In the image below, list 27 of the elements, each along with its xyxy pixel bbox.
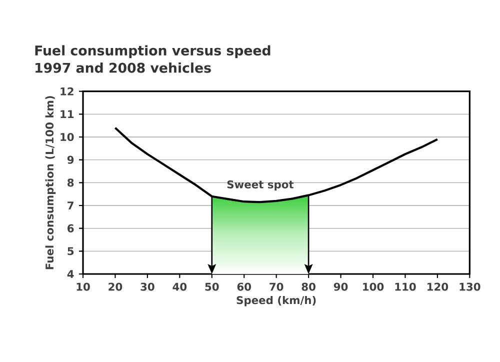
x-tick-label: 10	[76, 282, 90, 291]
y-tick-label: 5	[68, 247, 74, 256]
y-tick-label: 11	[60, 110, 74, 118]
chart-title: Fuel consumption versus speed	[35, 45, 270, 58]
y-axis-title: Fuel consumption (L/100 km)	[45, 96, 56, 270]
annotation: Sweet spot	[227, 180, 294, 191]
y-tick-label: 12	[60, 87, 74, 96]
x-tick-label: 40	[172, 282, 187, 291]
x-tick-label: 90	[334, 282, 348, 291]
y-tick-label: 4	[67, 270, 74, 278]
x-tick-label: 70	[270, 282, 284, 291]
x-tick-label: 50	[205, 282, 219, 291]
x-tick-label: 100	[363, 282, 384, 291]
chart-subtitle: 1997 and 2008 vehicles	[36, 62, 211, 73]
x-axis-title: Speed (km/h)	[236, 296, 316, 306]
x-tick-label: 60	[237, 282, 252, 291]
x-tick-label: 110	[395, 282, 416, 291]
x-tick-label: 30	[140, 282, 154, 291]
x-tick-label: 130	[460, 282, 480, 291]
x-tick-label: 120	[428, 282, 448, 291]
y-tick-label: 9	[67, 156, 74, 164]
y-tick-label: 10	[60, 132, 74, 142]
y-tick-label: 6	[68, 224, 74, 232]
x-tick-label: 20	[108, 282, 122, 291]
x-tick-label: 80	[302, 282, 316, 291]
y-tick-label: 8	[68, 178, 74, 187]
y-tick-label: 7	[68, 202, 74, 210]
